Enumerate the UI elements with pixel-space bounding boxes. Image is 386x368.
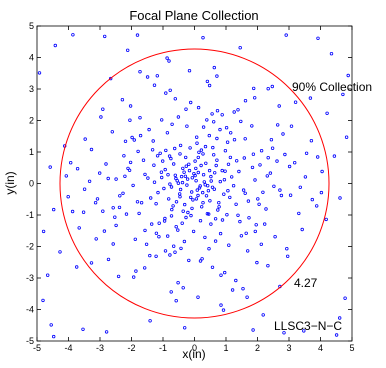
x-tick-label: -3 — [96, 343, 104, 353]
y-tick-label: 0 — [29, 179, 34, 189]
x-tick-label: -1 — [159, 343, 167, 353]
plot-frame — [37, 26, 352, 341]
x-tick-label: -2 — [127, 343, 135, 353]
y-tick-label: 2 — [29, 116, 34, 126]
y-tick-label: 4 — [29, 53, 34, 63]
y-tick-label: -4 — [26, 305, 34, 315]
y-axis-label: y(in) — [3, 171, 17, 194]
y-tick-label: 5 — [29, 21, 34, 31]
collection-annotation: 90% Collection — [292, 80, 372, 94]
y-tick-label: -3 — [26, 273, 34, 283]
y-tick-label: 3 — [29, 84, 34, 94]
y-tick-label: -5 — [26, 336, 34, 346]
x-axis-label: x(in) — [182, 347, 205, 361]
y-tick-label: -2 — [26, 242, 34, 252]
y-tick-label: 1 — [29, 147, 34, 157]
radius-annotation: 4.27 — [294, 276, 318, 290]
x-tick-label: 3 — [286, 343, 291, 353]
id-annotation: LLSC3−N−C — [274, 319, 342, 333]
x-tick-label: 4 — [318, 343, 323, 353]
x-tick-label: 2 — [255, 343, 260, 353]
chart-title: Focal Plane Collection — [129, 8, 258, 23]
y-tick-label: -1 — [26, 210, 34, 220]
x-tick-label: 5 — [349, 343, 354, 353]
x-tick-label: -4 — [64, 343, 72, 353]
x-tick-label: -5 — [33, 343, 41, 353]
x-tick-label: 1 — [223, 343, 228, 353]
